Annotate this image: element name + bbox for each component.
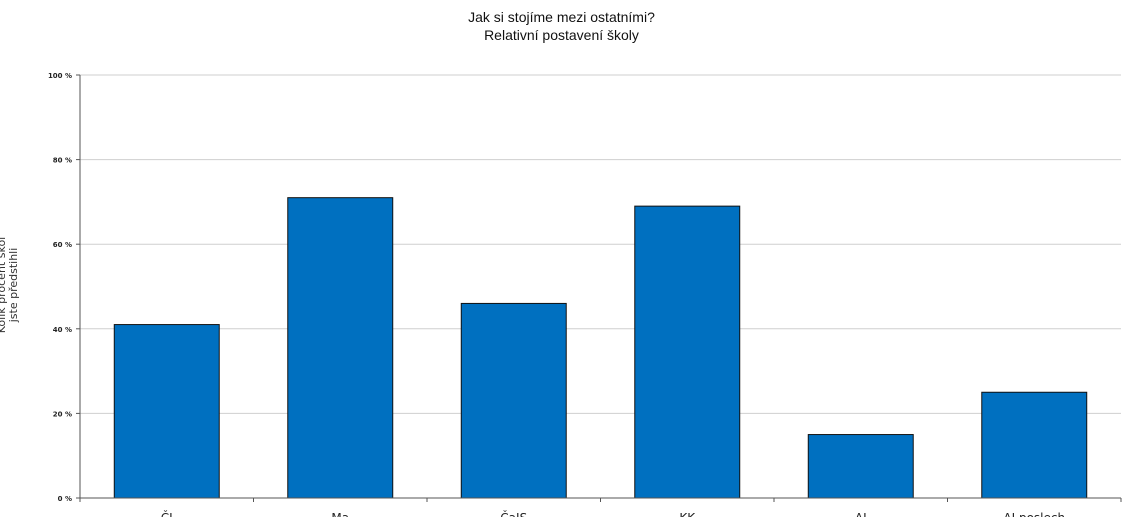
- x-tick-label: ČJ: [161, 510, 173, 517]
- bar-2: [460, 302, 567, 499]
- x-tick-label: KK: [679, 511, 696, 517]
- y-tick-label: 60 %: [53, 241, 72, 249]
- chart-title-line-1: Jak si stojíme mezi ostatními?: [468, 9, 655, 25]
- grid-lines: [80, 74, 1121, 414]
- x-tick-label: AJ poslech: [1003, 511, 1065, 517]
- y-tick-label: 0 %: [58, 495, 72, 503]
- chart-title-line-2: Relativní postavení školy: [484, 27, 639, 43]
- bar-0: [113, 324, 220, 499]
- chart-title: Jak si stojíme mezi ostatními? Relativní…: [0, 8, 1123, 44]
- bar-3: [634, 205, 741, 499]
- x-tick-label: Ma: [331, 511, 349, 517]
- y-tick-label: 80 %: [53, 157, 72, 165]
- x-tick-label: ČaJS: [500, 510, 527, 517]
- axes: [76, 74, 1122, 502]
- tick-labels: 0 % 20 % 40 % 60 % 80 % 100 % ČJ Ma ČaJS KK AJ AJ p…: [48, 72, 1065, 517]
- bar-5: [981, 391, 1088, 499]
- y-tick-label: 100 %: [48, 72, 72, 80]
- y-tick-label: 20 %: [53, 410, 72, 418]
- bar-1: [287, 197, 394, 499]
- y-tick-label: 40 %: [53, 326, 72, 334]
- bar-4: [807, 434, 914, 499]
- bars: [113, 197, 1088, 499]
- x-tick-label: AJ: [855, 511, 867, 517]
